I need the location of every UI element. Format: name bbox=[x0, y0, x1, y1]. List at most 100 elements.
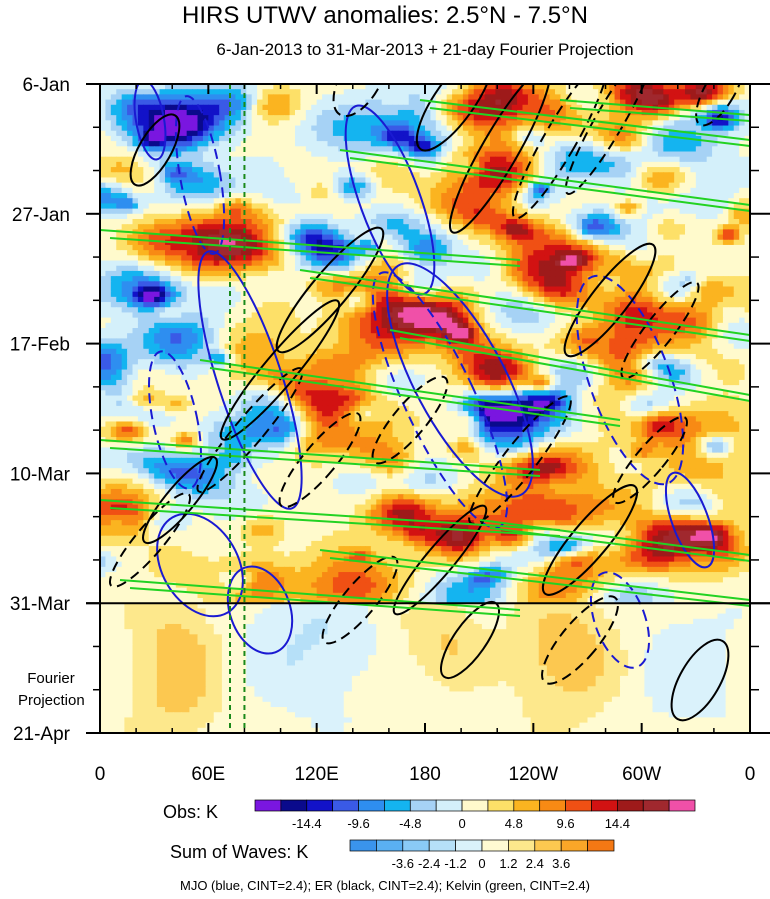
heat-cell bbox=[522, 198, 529, 205]
heat-cell bbox=[262, 177, 269, 184]
heat-cell bbox=[506, 156, 513, 163]
heat-cell bbox=[289, 187, 296, 194]
heat-cell bbox=[739, 286, 746, 293]
heat-cell bbox=[349, 296, 356, 303]
heat-cell bbox=[446, 193, 453, 199]
heat-cell bbox=[555, 115, 562, 121]
heat-cell bbox=[652, 218, 659, 225]
heat-cell bbox=[262, 89, 269, 95]
heat-cell bbox=[381, 224, 388, 230]
heat-cell bbox=[289, 109, 296, 116]
heat-cell bbox=[609, 239, 616, 246]
heat-cell bbox=[360, 115, 367, 121]
heat-cell bbox=[609, 270, 616, 277]
heat-cell bbox=[202, 265, 209, 272]
heat-cell bbox=[289, 286, 296, 293]
heat-cell bbox=[148, 172, 155, 179]
heat-cell bbox=[544, 130, 551, 137]
heat-cell bbox=[376, 104, 383, 111]
heat-cell bbox=[370, 187, 377, 194]
heat-cell bbox=[636, 198, 643, 205]
heat-cell bbox=[663, 99, 670, 106]
heat-cell bbox=[175, 224, 182, 230]
heat-cell bbox=[295, 125, 302, 132]
heat-cell bbox=[722, 281, 729, 288]
heat-cell bbox=[457, 156, 464, 163]
heat-cell bbox=[262, 286, 269, 293]
heat-cell bbox=[213, 130, 220, 137]
heat-cell bbox=[690, 141, 697, 147]
heat-cell bbox=[181, 281, 188, 288]
heat-cell bbox=[100, 208, 107, 215]
heat-cell bbox=[235, 260, 242, 267]
heat-cell bbox=[527, 244, 534, 251]
heat-cell bbox=[257, 193, 264, 199]
heat-cell bbox=[251, 250, 258, 256]
heat-cell bbox=[527, 218, 534, 225]
heat-cell bbox=[479, 296, 486, 303]
heat-cell bbox=[343, 203, 350, 210]
heat-cell bbox=[127, 177, 134, 184]
heat-cell bbox=[511, 260, 518, 267]
heat-cell bbox=[403, 109, 410, 116]
heat-cell bbox=[132, 156, 139, 163]
heat-cell bbox=[305, 193, 312, 199]
heat-cell bbox=[192, 120, 199, 127]
heat-cell bbox=[116, 218, 123, 225]
heat-cell bbox=[668, 234, 675, 241]
heat-cell bbox=[685, 255, 692, 262]
heat-cell bbox=[701, 135, 708, 142]
heat-cell bbox=[403, 286, 410, 293]
heat-cell bbox=[186, 193, 193, 199]
heat-cell bbox=[116, 198, 123, 205]
heat-cell bbox=[278, 84, 285, 90]
heat-cell bbox=[592, 193, 599, 199]
heat-cell bbox=[592, 89, 599, 95]
heat-cell bbox=[295, 229, 302, 236]
heat-cell bbox=[679, 239, 686, 246]
heat-cell bbox=[695, 291, 702, 298]
heat-cell bbox=[224, 177, 231, 184]
heat-cell bbox=[555, 187, 562, 194]
heat-cell bbox=[695, 104, 702, 111]
heat-cell bbox=[555, 193, 562, 199]
heat-cell bbox=[538, 255, 545, 262]
heat-cell bbox=[100, 229, 107, 236]
heat-cell bbox=[132, 187, 139, 194]
heat-cell bbox=[159, 146, 166, 153]
heat-cell bbox=[425, 229, 432, 236]
heat-cell bbox=[338, 99, 345, 106]
heat-cell bbox=[576, 234, 583, 241]
heat-cell bbox=[462, 255, 469, 262]
heat-cell bbox=[695, 177, 702, 184]
heat-cell bbox=[685, 161, 692, 168]
heat-cell bbox=[235, 208, 242, 215]
heat-cell bbox=[381, 125, 388, 132]
heat-cell bbox=[208, 94, 215, 101]
heat-cell bbox=[392, 244, 399, 251]
heat-cell bbox=[208, 167, 215, 173]
heat-cell bbox=[338, 104, 345, 111]
heat-cell bbox=[452, 270, 459, 277]
heat-cell bbox=[257, 198, 264, 205]
heat-cell bbox=[121, 109, 128, 116]
heat-cell bbox=[154, 265, 161, 272]
heat-cell bbox=[127, 109, 134, 116]
heat-cell bbox=[137, 244, 144, 251]
heat-cell bbox=[165, 244, 172, 251]
heat-cell bbox=[565, 156, 572, 163]
heat-cell bbox=[641, 265, 648, 272]
heat-cell bbox=[717, 255, 724, 262]
heat-cell bbox=[316, 172, 323, 179]
heat-cell bbox=[148, 109, 155, 116]
heat-cell bbox=[295, 234, 302, 241]
heat-cell bbox=[295, 281, 302, 288]
heat-cell bbox=[560, 141, 567, 147]
heat-cell bbox=[127, 161, 134, 168]
heat-cell bbox=[690, 104, 697, 111]
heat-cell bbox=[560, 130, 567, 137]
heat-cell bbox=[165, 115, 172, 121]
heat-cell bbox=[137, 255, 144, 262]
heat-cell bbox=[251, 172, 258, 179]
heat-cell bbox=[295, 276, 302, 282]
